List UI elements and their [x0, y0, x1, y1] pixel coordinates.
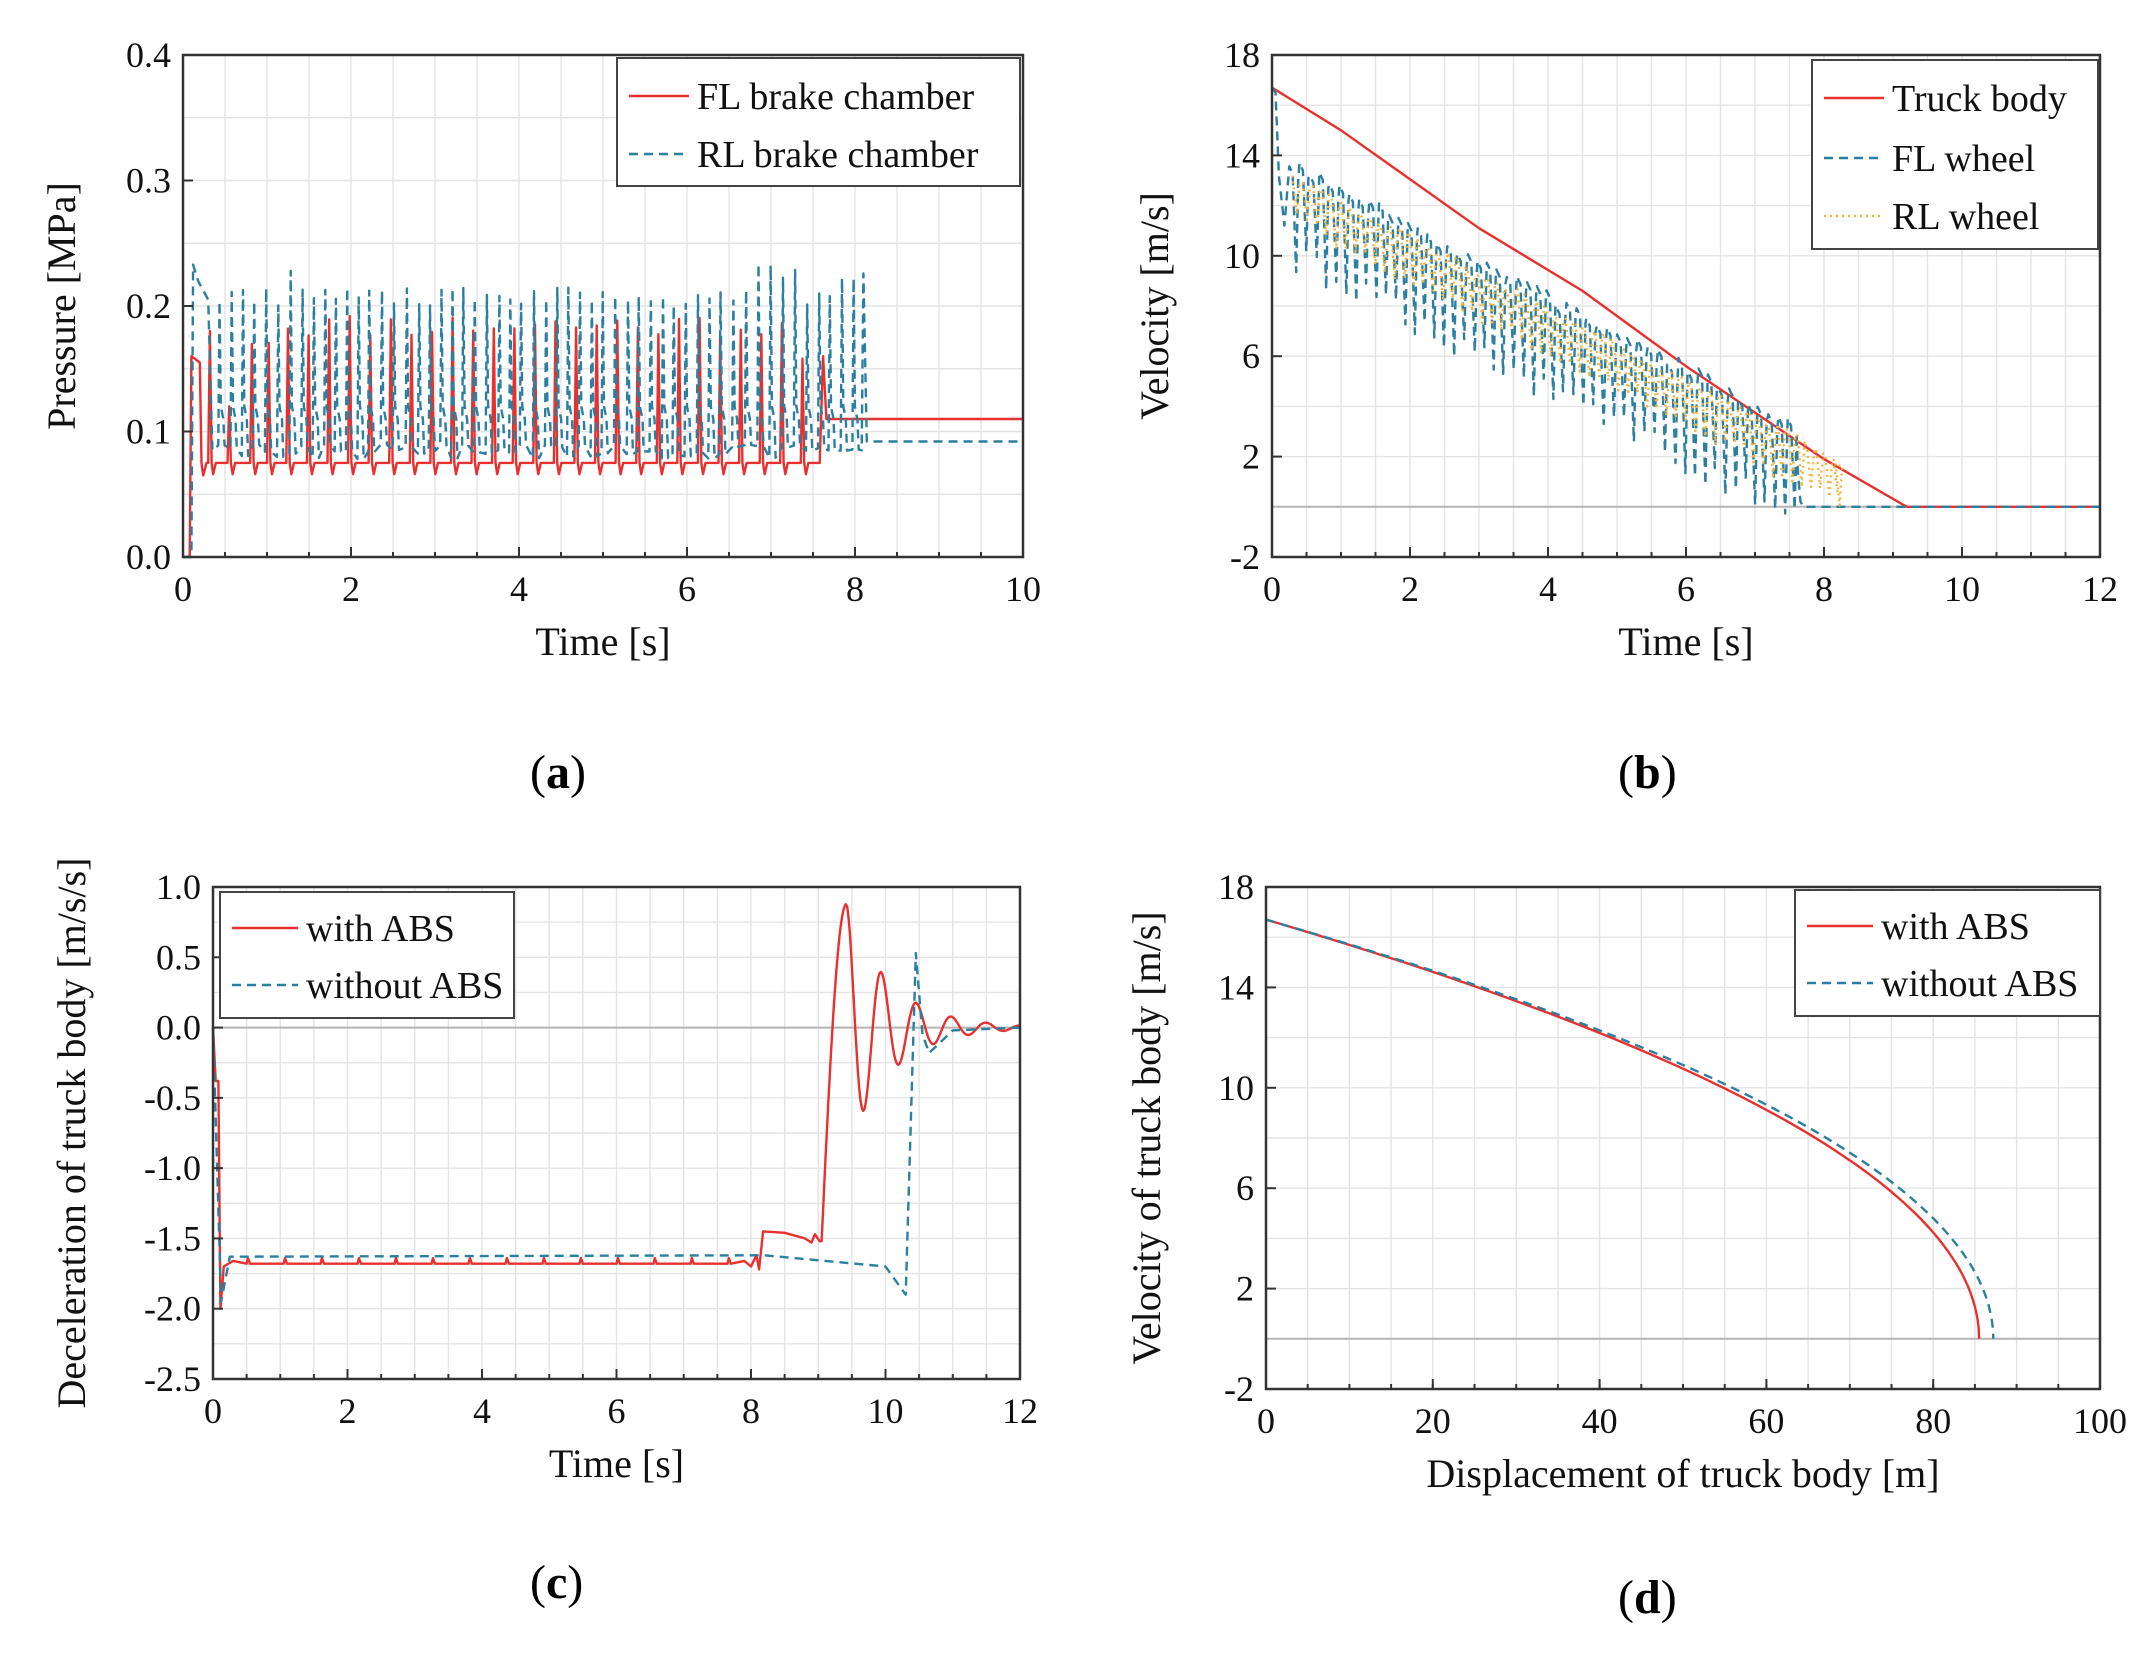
series-line-c-1 — [211, 903, 1020, 1310]
y-tick-label: -1.5 — [144, 1218, 201, 1258]
legend-label: with ABS — [306, 908, 455, 950]
x-tick-label: 6 — [608, 1391, 626, 1431]
x-tick-label: 12 — [1002, 1391, 1038, 1431]
series-line-d-2 — [1265, 918, 1995, 1339]
y-tick-label: 6 — [1242, 336, 1260, 376]
y-axis-label: Pressure [MPa] — [39, 182, 84, 430]
x-tick-label: 0 — [1257, 1401, 1275, 1441]
legend-box — [1794, 889, 2101, 1017]
y-tick-label: -2 — [1224, 1369, 1254, 1409]
legend-label: FL wheel — [1892, 138, 2035, 180]
x-tick-label: 2 — [1401, 569, 1419, 609]
y-tick-label: 10 — [1224, 236, 1260, 276]
x-tick-label: 40 — [1582, 1401, 1618, 1441]
y-tick-label: 6 — [1236, 1168, 1254, 1208]
x-tick-label: 10 — [1005, 569, 1041, 609]
y-tick-label: 0.0 — [126, 537, 171, 577]
chart-a: 0 2 4 6 8 10 0.0 0.1 0.2 0.3 0.4 Time [s] Pressure [… — [39, 35, 1041, 664]
legend-label: Truck body — [1892, 78, 2067, 120]
legend-box — [616, 57, 1021, 187]
x-tick-label: 2 — [339, 1391, 357, 1431]
legend-label: with ABS — [1881, 906, 2030, 948]
legend: FL brake chamber RL brake chamber — [616, 57, 1021, 187]
y-tick-label: 0.2 — [126, 286, 171, 326]
series-line-b-1 — [1271, 86, 2100, 508]
series-line-b-3 — [1291, 175, 1844, 507]
chart-d: 0 20 40 60 80 100 -2 2 6 10 14 18 Displacement of tr… — [1124, 867, 2127, 1496]
series-line-a-2 — [183, 262, 1023, 559]
caption-d: (d) — [1618, 1571, 1677, 1624]
legend-label: RL brake chamber — [697, 134, 979, 176]
x-tick-label: 10 — [868, 1391, 904, 1431]
y-axis-label: Velocity of truck body [m/s] — [1124, 911, 1169, 1364]
y-tick-label: -2.0 — [144, 1289, 201, 1329]
y-tick-label: -0.5 — [144, 1078, 201, 1118]
x-tick-label: 100 — [2073, 1401, 2127, 1441]
x-tick-label: 8 — [1815, 569, 1833, 609]
caption-a: (a) — [530, 746, 586, 799]
x-tick-label: 4 — [473, 1391, 491, 1431]
y-tick-label: 0.0 — [156, 1008, 201, 1048]
x-tick-label: 6 — [678, 569, 696, 609]
series-line-d-1 — [1265, 918, 1981, 1339]
y-tick-label: 14 — [1218, 967, 1254, 1007]
series-line-c-2 — [211, 951, 1021, 1303]
legend-label: without ABS — [1881, 963, 2078, 1005]
caption-c: (c) — [530, 1556, 584, 1609]
y-tick-label: -2.5 — [144, 1359, 201, 1399]
y-tick-label: 0.5 — [156, 937, 201, 977]
x-axis-label: Time [s] — [535, 619, 670, 664]
chart-c: 0 2 4 6 8 10 12 -2.5 -2.0 -1.5 -1.0 -0.5 0.0 0.5 1.0 Ti… — [49, 858, 1038, 1486]
x-tick-label: 2 — [342, 569, 360, 609]
legend: with ABS without ABS — [219, 891, 515, 1019]
x-tick-label: 0 — [204, 1391, 222, 1431]
x-tick-label: 4 — [1539, 569, 1557, 609]
y-axis-label: Deceleration of truck body [m/s/s] — [49, 858, 94, 1409]
x-axis-label: Time [s] — [1618, 619, 1753, 664]
x-tick-label: 8 — [846, 569, 864, 609]
x-axis-label: Displacement of truck body [m] — [1426, 1451, 1939, 1496]
y-axis-label: Velocity [m/s] — [1132, 192, 1177, 420]
caption-b: (b) — [1618, 746, 1677, 799]
y-tick-label: 0.1 — [126, 412, 171, 452]
y-tick-label: 14 — [1224, 135, 1260, 175]
y-tick-label: 2 — [1236, 1269, 1254, 1309]
x-tick-label: 8 — [742, 1391, 760, 1431]
x-tick-label: 10 — [1944, 569, 1980, 609]
x-tick-label: 4 — [510, 569, 528, 609]
x-tick-label: 6 — [1677, 569, 1695, 609]
y-tick-label: 18 — [1224, 35, 1260, 75]
x-tick-label: 0 — [174, 569, 192, 609]
y-tick-label: 0.3 — [126, 161, 171, 201]
y-tick-label: -1.0 — [144, 1148, 201, 1188]
legend-label: RL wheel — [1892, 196, 2039, 238]
y-tick-label: 18 — [1218, 867, 1254, 907]
legend-label: without ABS — [306, 965, 503, 1007]
legend-box — [1811, 59, 2099, 250]
x-tick-label: 20 — [1415, 1401, 1451, 1441]
x-tick-label: 12 — [2082, 569, 2118, 609]
x-tick-label: 0 — [1263, 569, 1281, 609]
x-tick-label: 60 — [1748, 1401, 1784, 1441]
y-tick-label: 1.0 — [156, 867, 201, 907]
y-tick-label: -2 — [1230, 537, 1260, 577]
legend-label: FL brake chamber — [697, 76, 974, 118]
chart-b: 0 2 4 6 8 10 12 -2 2 6 10 14 18 Time [s] Velocity [m/s… — [1132, 35, 2118, 664]
legend-box — [219, 891, 515, 1019]
legend: with ABS without ABS — [1794, 889, 2101, 1017]
y-tick-label: 10 — [1218, 1068, 1254, 1108]
y-tick-label: 2 — [1242, 437, 1260, 477]
x-axis-label: Time [s] — [549, 1441, 684, 1486]
x-tick-label: 80 — [1915, 1401, 1951, 1441]
legend: Truck body FL wheel RL wheel — [1811, 59, 2099, 250]
y-tick-label: 0.4 — [126, 35, 171, 75]
